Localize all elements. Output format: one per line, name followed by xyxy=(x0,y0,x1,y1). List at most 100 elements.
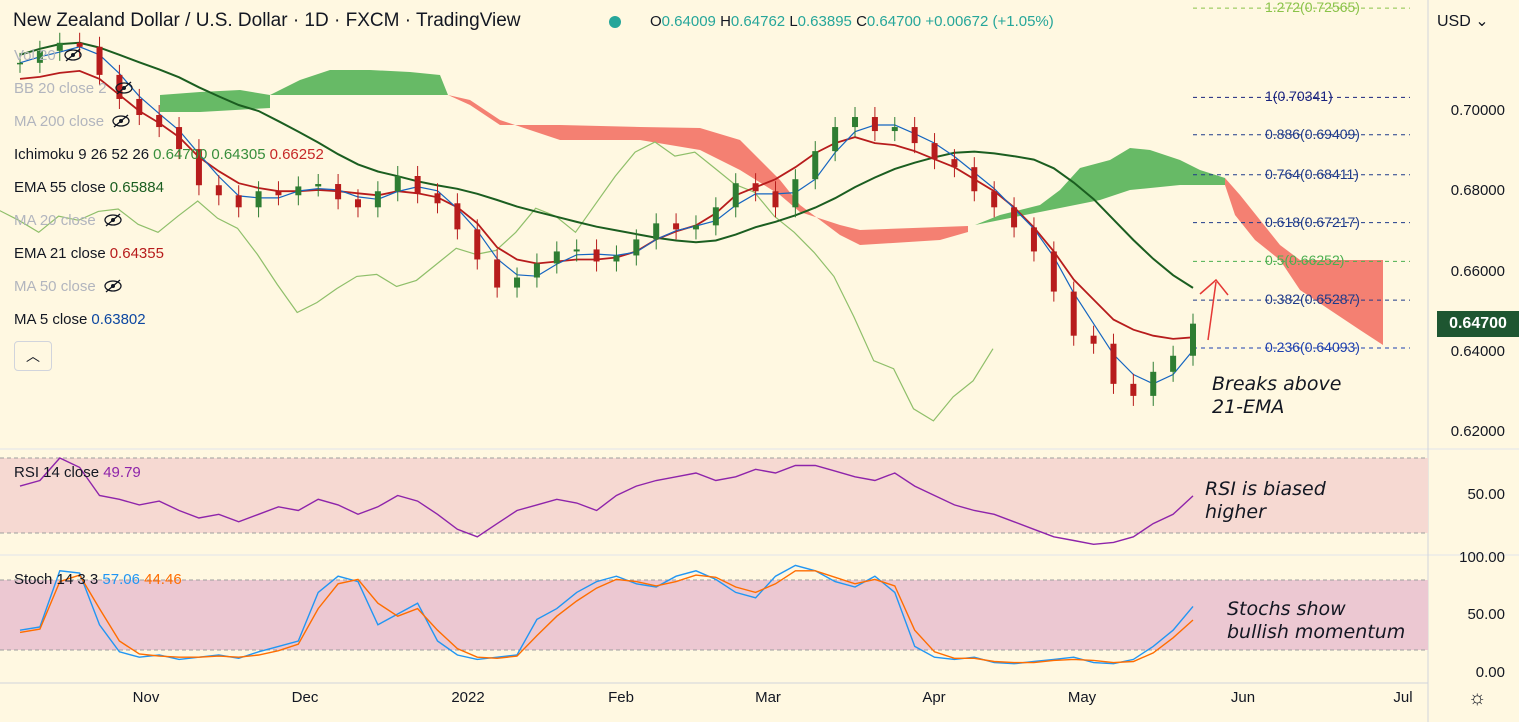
candle-body xyxy=(812,151,819,180)
candle-body xyxy=(335,184,342,200)
candle-body xyxy=(1130,383,1137,396)
candle-body xyxy=(136,98,143,116)
candle-body xyxy=(295,186,302,196)
candle-body xyxy=(17,62,23,65)
indicator-name: BB 20 close 2 xyxy=(14,80,107,97)
candle-body xyxy=(56,42,63,51)
eye-hidden-icon[interactable] xyxy=(64,48,82,62)
indicator-row[interactable]: MA 20 close xyxy=(14,212,122,229)
indicator-value: 0.64355 xyxy=(109,245,164,262)
fib-level-label: 1.272(0.72565) xyxy=(1265,0,1360,16)
ohlc-readout: O0.64009 H0.64762 L0.63895 C0.64700 +0.0… xyxy=(650,13,1054,30)
candle-body xyxy=(533,263,540,278)
time-axis-label: Jun xyxy=(1230,689,1256,706)
rsi-legend: RSI 14 close 49.79 xyxy=(14,464,141,481)
high-value: 0.64762 xyxy=(730,13,786,30)
close-value: 0.64700 xyxy=(866,13,922,30)
price-axis-label: 0.64000 xyxy=(1450,342,1505,360)
indicator-row[interactable]: Vol 20 xyxy=(14,47,82,64)
price-axis-label: 0.68000 xyxy=(1450,182,1505,200)
currency-selector[interactable]: USD ⌄ xyxy=(1437,13,1489,30)
indicator-row[interactable]: MA 5 close 0.63802 xyxy=(14,311,146,328)
candle-body xyxy=(315,184,322,187)
indicator-value: 0.64305 xyxy=(211,146,266,163)
time-axis-label: Mar xyxy=(755,689,781,706)
candle-body xyxy=(951,159,958,168)
indicator-row[interactable]: BB 20 close 2 xyxy=(14,80,133,97)
indicator-row[interactable]: EMA 21 close 0.64355 xyxy=(14,245,164,262)
indicator-value: 0.65884 xyxy=(109,179,164,196)
candle-body xyxy=(434,193,441,204)
candle-body xyxy=(752,183,759,192)
stoch-d-line xyxy=(19,570,1194,664)
indicator-row[interactable]: MA 200 close xyxy=(14,113,130,130)
eye-hidden-icon[interactable] xyxy=(104,213,122,227)
candle-body xyxy=(593,249,600,262)
candle-body xyxy=(235,195,242,208)
candle-body xyxy=(732,183,739,208)
candle-body xyxy=(712,207,719,226)
eye-hidden-icon[interactable] xyxy=(112,114,130,128)
candle-body xyxy=(653,223,660,240)
indicator-row[interactable]: EMA 55 close 0.65884 xyxy=(14,179,164,196)
indicator-name: Ichimoku 9 26 52 26 xyxy=(14,146,150,163)
time-axis-label: Apr xyxy=(922,689,946,706)
price-axis-label: 0.62000 xyxy=(1450,423,1505,440)
settings-gear-icon[interactable]: ☼ xyxy=(1468,687,1487,709)
fib-level-label: 0.382(0.65287) xyxy=(1265,291,1360,308)
candle-body xyxy=(832,127,839,152)
indicator-value: 0.66252 xyxy=(269,146,324,163)
indicator-value: 0.64700 xyxy=(153,146,208,163)
candle-body xyxy=(1170,355,1177,372)
stoch-band xyxy=(0,580,1428,650)
chevron-up-icon: ︿ xyxy=(26,348,40,364)
low-value: 0.63895 xyxy=(797,13,852,30)
ma5-line xyxy=(19,46,1194,385)
stoch-annotation: Stochs show bullish momentum xyxy=(1227,598,1406,643)
fib-level-label: 0.886(0.69409) xyxy=(1265,125,1360,142)
candle-body xyxy=(871,117,878,132)
eye-hidden-icon[interactable] xyxy=(114,81,133,95)
candle-body xyxy=(96,46,103,75)
stoch-axis-0: 0.00 xyxy=(1475,664,1505,681)
time-axis-label: Nov xyxy=(132,689,160,706)
candle-body xyxy=(911,127,918,144)
candle-body xyxy=(792,179,799,208)
stoch-legend: Stoch 14 3 3 57.06 44.46 xyxy=(14,571,182,588)
price-axis-label: 0.70000 xyxy=(1450,102,1505,119)
indicator-row[interactable]: MA 50 close xyxy=(14,278,122,295)
candle-body xyxy=(1150,371,1157,396)
candle-body xyxy=(176,127,183,150)
candle-body xyxy=(633,239,640,256)
eye-hidden-icon[interactable] xyxy=(104,279,122,293)
indicator-name: MA 200 close xyxy=(14,113,105,130)
change-value: +0.00672 (+1.05%) xyxy=(925,13,1054,30)
fib-level-label: 0.764(0.68411) xyxy=(1265,165,1359,182)
price-axis-label: 0.66000 xyxy=(1450,262,1505,280)
candle-body xyxy=(454,203,461,230)
rsi-line xyxy=(19,457,1194,546)
last-price-tag: 0.64700 xyxy=(1437,311,1519,337)
candle-body xyxy=(474,229,481,260)
candle-body xyxy=(394,176,401,192)
candle-body xyxy=(255,191,262,208)
ichimoku-cloud-bullish xyxy=(975,148,1225,225)
red-arrow xyxy=(1207,281,1217,341)
fib-level-label: 0.236(0.64093) xyxy=(1265,339,1360,356)
candle-body xyxy=(215,185,222,196)
candle-body xyxy=(414,176,421,194)
candle-body xyxy=(354,199,361,208)
indicator-name: MA 20 close xyxy=(14,212,96,229)
chevron-down-icon: ⌄ xyxy=(1475,13,1489,30)
candle-body xyxy=(991,191,998,208)
candle-body xyxy=(613,255,620,262)
time-axis-label: May xyxy=(1067,689,1097,706)
indicator-name: EMA 21 close xyxy=(14,245,106,262)
candle-body xyxy=(195,149,202,186)
collapse-legend-button[interactable]: ︿ xyxy=(14,341,52,371)
stoch-axis-100: 100.00 xyxy=(1459,549,1505,566)
indicator-row[interactable]: Ichimoku 9 26 52 26 0.64700 0.64305 0.66252 xyxy=(14,146,324,163)
chikou-span-line xyxy=(0,141,994,422)
rsi-axis-label: 50.00 xyxy=(1467,486,1505,503)
